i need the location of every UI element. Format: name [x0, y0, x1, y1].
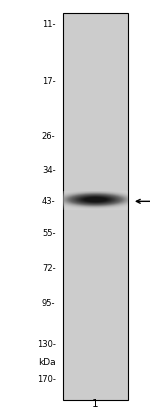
Text: 34-: 34- [42, 166, 56, 176]
Text: 130-: 130- [37, 340, 56, 349]
Text: 95-: 95- [42, 299, 56, 309]
Text: 17-: 17- [42, 77, 56, 86]
Text: 72-: 72- [42, 264, 56, 273]
Text: 11-: 11- [42, 20, 56, 29]
Text: 43-: 43- [42, 197, 56, 206]
Text: 170-: 170- [37, 375, 56, 384]
Bar [63, 13, 128, 400]
Text: 26-: 26- [42, 132, 56, 141]
Text: 55-: 55- [42, 229, 56, 238]
Text: kDa: kDa [38, 358, 56, 367]
Text: 1: 1 [92, 399, 99, 409]
